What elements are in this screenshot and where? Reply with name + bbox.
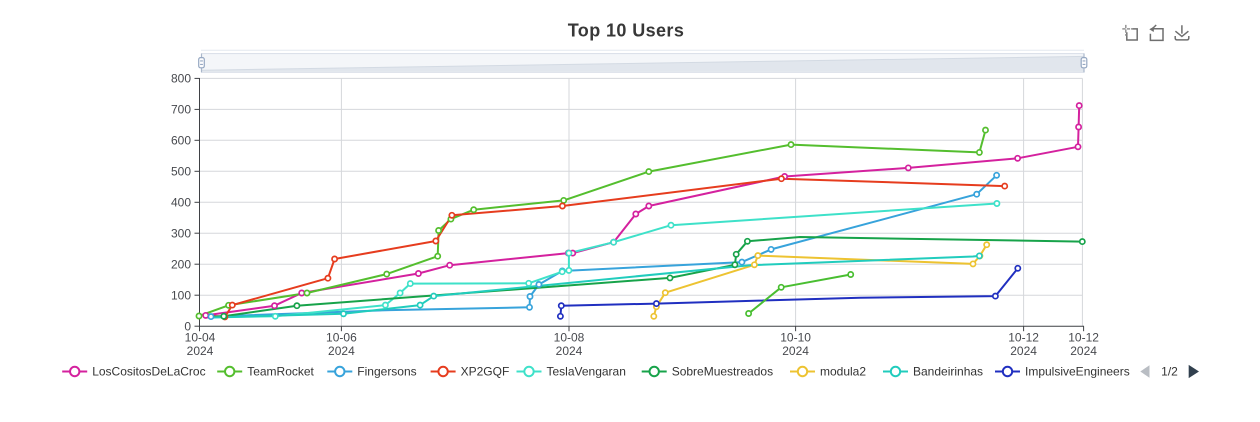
svg-text:Top 10 Users: Top 10 Users [568,21,685,41]
svg-text:700: 700 [171,103,191,117]
svg-text:2024: 2024 [187,344,214,358]
svg-text:ImpulsiveEngineers: ImpulsiveEngineers [1025,365,1130,379]
svg-text:LosCositosDeLaCroc: LosCositosDeLaCroc [92,365,205,379]
svg-text:10-04: 10-04 [185,331,216,345]
svg-text:10-12: 10-12 [1008,331,1039,345]
svg-text:800: 800 [171,72,191,86]
svg-text:2024: 2024 [782,344,809,358]
svg-text:2024: 2024 [328,344,355,358]
svg-text:TeamRocket: TeamRocket [247,365,314,379]
svg-text:modula2: modula2 [820,365,866,379]
svg-text:10-12: 10-12 [1068,331,1099,345]
svg-text:100: 100 [171,288,191,302]
svg-text:1/2: 1/2 [1161,365,1178,379]
svg-text:XP2GQF: XP2GQF [461,365,510,379]
svg-text:200: 200 [171,257,191,271]
svg-text:10-06: 10-06 [326,331,357,345]
svg-text:500: 500 [171,165,191,179]
svg-text:2024: 2024 [556,344,583,358]
svg-text:SobreMuestreados: SobreMuestreados [672,365,773,379]
svg-text:Bandeirinhas: Bandeirinhas [913,365,983,379]
svg-text:10-10: 10-10 [780,331,811,345]
svg-text:2024: 2024 [1010,344,1037,358]
svg-text:400: 400 [171,196,191,210]
svg-text:600: 600 [171,134,191,148]
svg-text:Fingersons: Fingersons [357,365,416,379]
svg-text:2024: 2024 [1070,344,1097,358]
svg-text:0: 0 [184,319,191,333]
svg-text:TeslaVengaran: TeslaVengaran [547,365,626,379]
svg-text:300: 300 [171,226,191,240]
svg-text:10-08: 10-08 [554,331,585,345]
